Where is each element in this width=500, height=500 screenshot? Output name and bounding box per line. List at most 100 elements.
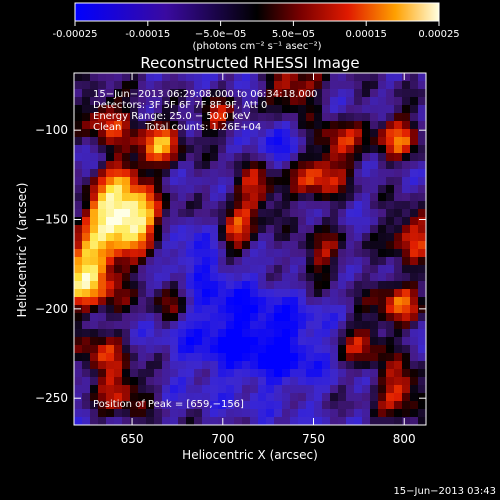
heatmap-cell <box>226 169 235 178</box>
heatmap-cell <box>98 385 107 394</box>
heatmap-cell <box>82 113 91 122</box>
heatmap-cell <box>306 249 315 258</box>
heatmap-cell <box>170 417 179 425</box>
heatmap-cell <box>162 185 171 194</box>
heatmap-cell <box>290 105 299 114</box>
heatmap-cell <box>202 385 211 394</box>
heatmap-cell <box>170 121 179 130</box>
heatmap-cell <box>114 265 123 274</box>
heatmap-cell <box>274 409 283 418</box>
heatmap-cell <box>394 409 403 418</box>
heatmap-cell <box>242 313 251 322</box>
heatmap-cell <box>266 185 275 194</box>
heatmap-cell <box>162 81 171 90</box>
heatmap-cell <box>98 353 107 362</box>
heatmap-cell <box>130 417 139 425</box>
heatmap-cell <box>298 241 307 250</box>
heatmap-cell <box>178 353 187 362</box>
heatmap-cell <box>330 249 339 258</box>
heatmap-cell <box>362 129 371 138</box>
heatmap-cell <box>378 297 387 306</box>
heatmap-cell <box>234 369 243 378</box>
heatmap-cell <box>234 353 243 362</box>
heatmap-cell <box>314 417 323 425</box>
heatmap-cell <box>138 401 147 410</box>
heatmap-cell <box>98 305 107 314</box>
heatmap-cell <box>242 113 251 122</box>
heatmap-cell <box>330 169 339 178</box>
heatmap-cell <box>202 185 211 194</box>
heatmap-cell <box>122 89 131 98</box>
heatmap-cell <box>362 209 371 218</box>
heatmap-cell <box>378 185 387 194</box>
heatmap-cell <box>258 169 267 178</box>
heatmap-cell <box>266 161 275 170</box>
heatmap-cell <box>418 209 426 218</box>
heatmap-cell <box>90 289 99 298</box>
heatmap-cell <box>346 377 355 386</box>
heatmap-cell <box>106 409 115 418</box>
heatmap-cell <box>330 385 339 394</box>
heatmap-cell <box>322 409 331 418</box>
heatmap-cell <box>138 329 147 338</box>
heatmap-cell <box>130 233 139 242</box>
heatmap-cell <box>346 281 355 290</box>
heatmap-cell <box>242 345 251 354</box>
heatmap-cell <box>386 305 395 314</box>
heatmap-cell <box>154 121 163 130</box>
heatmap-cell <box>90 353 99 362</box>
heatmap-cell <box>298 361 307 370</box>
heatmap-cell <box>170 137 179 146</box>
heatmap-cell <box>74 185 83 194</box>
heatmap-cell <box>354 89 363 98</box>
heatmap-cell <box>106 353 115 362</box>
heatmap-cell <box>330 145 339 154</box>
heatmap-cell <box>418 329 426 338</box>
heatmap-cell <box>74 201 83 210</box>
heatmap-cell <box>362 73 371 82</box>
heatmap-cell <box>194 185 203 194</box>
heatmap-cell <box>210 185 219 194</box>
heatmap-cell <box>266 313 275 322</box>
heatmap-cell <box>330 105 339 114</box>
heatmap-cell <box>234 393 243 402</box>
heatmap-cell <box>154 289 163 298</box>
heatmap-cell <box>386 417 395 425</box>
heatmap-cell <box>322 329 331 338</box>
heatmap-cell <box>146 417 155 425</box>
heatmap-cell <box>314 265 323 274</box>
heatmap-cell <box>218 217 227 226</box>
heatmap-cell <box>362 81 371 90</box>
heatmap-cell <box>82 353 91 362</box>
heatmap-cell <box>402 401 411 410</box>
heatmap-cell <box>146 289 155 298</box>
heatmap-cell <box>298 201 307 210</box>
heatmap-cell <box>274 233 283 242</box>
heatmap-cell <box>74 153 83 162</box>
heatmap-cell <box>378 249 387 258</box>
heatmap-cell <box>338 417 347 425</box>
heatmap-cell <box>258 401 267 410</box>
heatmap-cell <box>154 97 163 106</box>
heatmap-cell <box>106 361 115 370</box>
heatmap-cell <box>250 417 259 425</box>
y-tick-label: −200 <box>35 302 68 316</box>
heatmap-cell <box>282 417 291 425</box>
heatmap-cell <box>266 241 275 250</box>
heatmap-cell <box>226 353 235 362</box>
heatmap-cell <box>106 121 115 130</box>
heatmap-cell <box>370 121 379 130</box>
heatmap-cell <box>250 137 259 146</box>
colorbar-tick-label: 0.00025 <box>418 29 459 40</box>
heatmap-cell <box>154 369 163 378</box>
heatmap-cell <box>218 137 227 146</box>
heatmap-cell <box>410 209 419 218</box>
heatmap-cell <box>386 369 395 378</box>
heatmap-cell <box>410 73 419 82</box>
heatmap-cell <box>258 225 267 234</box>
heatmap-cell <box>402 329 411 338</box>
heatmap-cell <box>402 121 411 130</box>
heatmap-cell <box>154 217 163 226</box>
heatmap-cell <box>410 129 419 138</box>
